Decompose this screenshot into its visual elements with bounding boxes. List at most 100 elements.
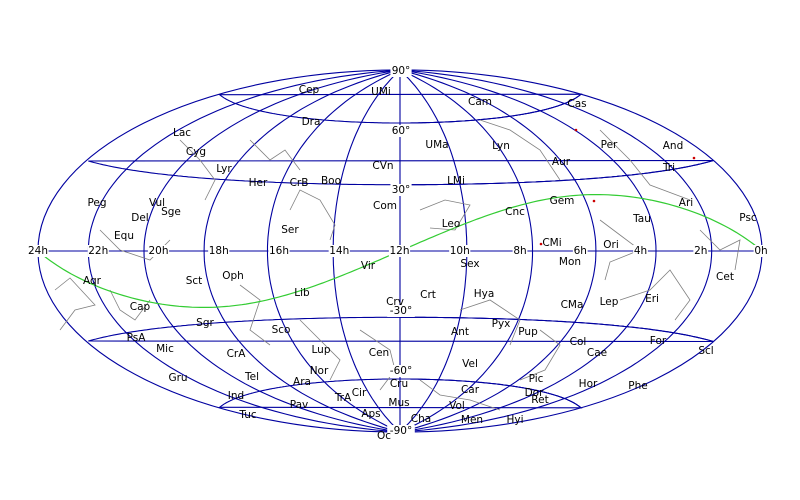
constellation-label-cet: Cet xyxy=(716,271,734,283)
constellation-label-gru: Gru xyxy=(168,372,187,384)
star-marker xyxy=(574,128,578,132)
constellation-label-ant: Ant xyxy=(451,326,469,338)
constellation-label-ara: Ara xyxy=(293,376,311,388)
constellation-label-hor: Hor xyxy=(579,378,598,390)
constellation-label-tau: Tau xyxy=(632,213,651,225)
ra-label: 2h xyxy=(694,245,707,257)
label-background xyxy=(208,245,230,257)
constellation-label-cvn: CVn xyxy=(372,160,393,172)
constellation-label-cmi: CMi xyxy=(542,237,561,249)
stars xyxy=(539,128,696,246)
constellation-label-ori: Ori xyxy=(603,239,619,251)
constellation-label-oc: Oc xyxy=(377,430,391,442)
constellation-label-aps: Aps xyxy=(361,408,380,420)
constellation-label-cep: Cep xyxy=(299,84,320,96)
constellation-labels: Cep UMi Dra Lac Cyg Lyr Her CrB Boo CVn Com Ser Peg V… xyxy=(83,84,757,442)
parallel-line xyxy=(400,378,582,409)
constellation-label-boo: Boo xyxy=(321,175,341,187)
ra-label: 18h xyxy=(209,245,229,257)
constellation-label-lib: Lib xyxy=(294,287,310,299)
constellation-label-ser: Ser xyxy=(281,224,299,236)
label-background xyxy=(268,245,290,257)
ra-label: 20h xyxy=(148,245,168,257)
constellation-label-sex: Sex xyxy=(460,258,479,270)
constellation-label-hyi: Hyi xyxy=(506,414,523,426)
constellation-label-lmi: LMi xyxy=(447,175,465,187)
constellation-figure xyxy=(599,129,691,201)
constellation-label-oph: Oph xyxy=(222,270,244,282)
constellation-label-car: Car xyxy=(461,384,480,396)
constellation-label-pic: Pic xyxy=(529,373,544,385)
parallel-line xyxy=(88,316,714,343)
constellation-label-cyg: Cyg xyxy=(186,146,206,158)
ra-label: 6h xyxy=(574,245,587,257)
constellation-label-mon: Mon xyxy=(559,256,581,268)
constellation-label-mic: Mic xyxy=(156,343,174,355)
ra-label: 0h xyxy=(754,245,767,257)
constellation-label-sge: Sge xyxy=(161,206,181,218)
dec-label: 90° xyxy=(392,65,411,77)
label-background xyxy=(753,245,769,257)
constellation-label-vel: Vel xyxy=(462,358,478,370)
constellation-label-tel: Tel xyxy=(244,371,259,383)
constellation-figure xyxy=(459,299,521,346)
constellation-label-umi: UMi xyxy=(371,86,391,98)
constellation-label-vol: Vol xyxy=(449,400,465,412)
constellation-label-leo: Leo xyxy=(442,218,461,230)
ra-label: 4h xyxy=(634,245,647,257)
constellation-label-dra: Dra xyxy=(302,116,321,128)
constellation-label-tuc: Tuc xyxy=(238,409,256,421)
constellation-label-pyx: Pyx xyxy=(492,318,511,330)
constellation-label-crt: Crt xyxy=(420,289,436,301)
constellation-label-com: Com xyxy=(373,200,397,212)
constellation-label-vir: Vir xyxy=(361,260,376,272)
constellation-figure xyxy=(519,329,561,381)
constellation-label-pav: Pav xyxy=(290,399,309,411)
constellation-figure xyxy=(289,189,336,241)
constellation-figure xyxy=(419,379,501,411)
constellation-label-cha: Cha xyxy=(411,413,431,425)
constellation-label-cen: Cen xyxy=(369,347,389,359)
constellation-figure xyxy=(359,329,396,391)
constellation-label-sco: Sco xyxy=(272,324,291,336)
constellation-label-cru: Cru xyxy=(390,378,408,390)
constellation-label-phe: Phe xyxy=(628,380,647,392)
ra-label: 12h xyxy=(389,245,409,257)
parallel-line xyxy=(400,316,714,343)
label-background xyxy=(27,245,49,257)
constellation-label-sgr: Sgr xyxy=(196,317,214,329)
ra-label: 10h xyxy=(450,245,470,257)
constellation-label-pup: Pup xyxy=(518,326,538,338)
constellation-label-mus: Mus xyxy=(388,397,409,409)
constellation-label-crv: Crv xyxy=(386,296,404,308)
constellation-label-and: And xyxy=(663,140,684,152)
constellation-label-her: Her xyxy=(249,177,268,189)
constellation-label-hya: Hya xyxy=(474,288,495,300)
constellation-label-tri: Tri xyxy=(662,162,675,174)
constellation-figure xyxy=(109,289,151,321)
constellation-label-cra: CrA xyxy=(227,348,247,360)
label-background xyxy=(633,245,648,257)
label-background xyxy=(147,245,170,257)
constellation-figure xyxy=(179,139,216,201)
ra-label: 22h xyxy=(88,245,108,257)
constellation-label-uma: UMa xyxy=(425,139,448,151)
constellation-figure xyxy=(249,139,301,171)
label-background xyxy=(449,245,471,257)
ra-label: 14h xyxy=(329,245,349,257)
constellation-label-lyn: Lyn xyxy=(492,140,510,152)
star-marker xyxy=(592,199,596,203)
parallel-line xyxy=(88,159,714,186)
label-background xyxy=(390,125,412,137)
constellation-label-sct: Sct xyxy=(186,275,203,287)
constellation-label-gem: Gem xyxy=(550,195,575,207)
constellation-label-ind: Ind xyxy=(228,390,244,402)
constellation-label-cma: CMa xyxy=(561,299,584,311)
constellation-label-nor: Nor xyxy=(310,365,329,377)
constellation-label-cam: Cam xyxy=(468,96,492,108)
constellation-label-per: Per xyxy=(601,139,618,151)
constellation-figure xyxy=(299,319,341,381)
constellation-label-cir: Cir xyxy=(352,387,367,399)
